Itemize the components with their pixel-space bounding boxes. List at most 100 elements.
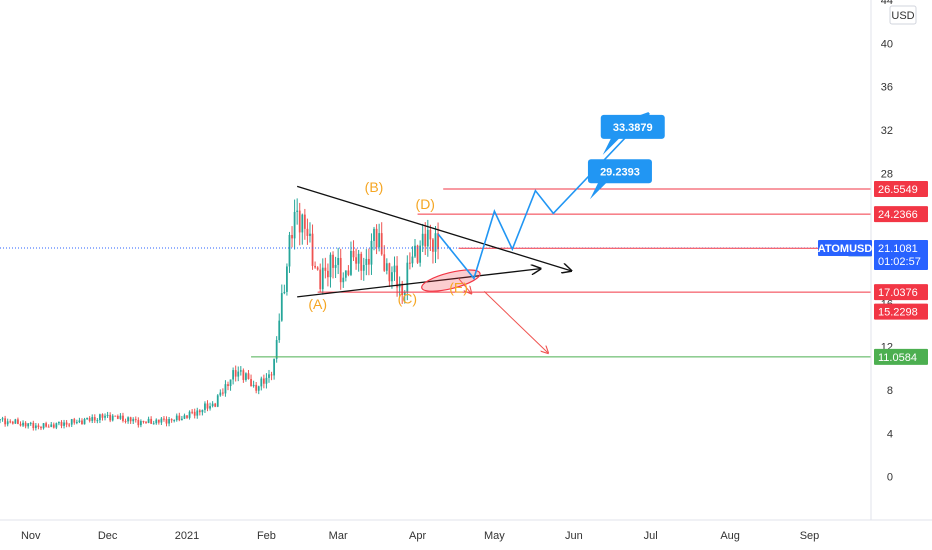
y-tick-label: 44 <box>881 0 893 7</box>
x-tick-label: Aug <box>720 530 740 542</box>
candle-body <box>24 422 27 427</box>
time-axis[interactable]: Nov Dec 2021 Feb Mar Apr May Jun Jul Aug Sep <box>21 530 819 542</box>
wave-label: (D) <box>416 196 435 212</box>
candle-body <box>58 422 60 424</box>
candle-body <box>147 418 150 423</box>
candle-body <box>127 417 129 422</box>
candle-body <box>22 422 24 426</box>
candle-body <box>99 414 101 421</box>
callout-pointer <box>602 134 623 155</box>
candle-body <box>375 228 378 248</box>
currency-badge[interactable]: USD <box>889 5 917 25</box>
candle-body <box>73 419 76 423</box>
candle-body <box>355 257 357 264</box>
x-tick-label: Apr <box>409 530 426 542</box>
candle-body <box>275 340 278 359</box>
candle-body <box>319 269 322 290</box>
candle-body <box>101 414 104 418</box>
candle-body <box>17 419 19 424</box>
candle-body <box>268 374 270 378</box>
candle-body <box>293 211 296 239</box>
x-tick-label: Feb <box>257 530 276 542</box>
candle-body <box>150 418 153 424</box>
candle-body <box>286 266 288 292</box>
candle-body <box>209 406 211 409</box>
candle-body <box>37 425 40 428</box>
candle-body <box>55 423 58 428</box>
candle-body <box>309 233 311 236</box>
candle-body <box>75 422 78 424</box>
candle-body <box>365 258 368 265</box>
candle-body <box>86 417 88 420</box>
candle-body <box>291 234 293 239</box>
candle-body <box>140 421 142 426</box>
projection-path <box>437 114 648 281</box>
candles-layer <box>0 198 439 431</box>
candle-body <box>388 263 391 282</box>
level-tag: 17.0376 <box>874 284 928 301</box>
candle-body <box>347 270 350 275</box>
last-price-value: 21.1081 <box>878 243 918 255</box>
price-tag-value: 15.2298 <box>878 307 918 319</box>
candle-body <box>183 415 186 419</box>
candle-body <box>78 420 81 423</box>
candle-body <box>234 370 237 377</box>
candle-body <box>6 421 9 425</box>
candle-body <box>232 370 235 380</box>
candle-body <box>9 421 12 423</box>
candle-body <box>50 424 53 427</box>
candle-body <box>432 239 434 252</box>
candle-body <box>104 415 106 418</box>
price-tag-box <box>874 303 928 320</box>
candle-body <box>403 292 406 296</box>
candle-body <box>306 228 309 236</box>
candle-body <box>280 293 283 321</box>
candle-body <box>283 291 286 294</box>
candle-body <box>337 257 340 265</box>
candle-body <box>180 418 183 421</box>
wave-label: (B) <box>365 179 384 195</box>
candle-body <box>257 386 260 391</box>
candle-body <box>224 384 227 394</box>
candle-body <box>188 411 191 418</box>
y-tick-label: 4 <box>887 428 893 440</box>
candle-body <box>34 425 37 429</box>
candle-body <box>157 419 160 423</box>
candle-body <box>327 270 329 278</box>
currency-label: USD <box>891 10 914 22</box>
candle-body <box>124 420 127 422</box>
x-tick-label: Jun <box>565 530 583 542</box>
candle-body <box>419 245 422 263</box>
candle-body <box>250 379 252 387</box>
candle-body <box>334 264 337 268</box>
target-callout: 33.3879 <box>600 114 665 155</box>
candle-body <box>178 415 181 421</box>
wave-label: (A) <box>308 296 327 312</box>
candle-body <box>47 426 50 428</box>
candle-body <box>155 419 158 424</box>
candle-body <box>362 264 365 271</box>
candle-body <box>239 370 242 372</box>
candle-body <box>332 254 334 268</box>
candle-body <box>216 395 219 407</box>
candle-body <box>288 234 291 267</box>
candle-body <box>221 392 224 394</box>
candle-body <box>70 419 73 425</box>
candle-body <box>163 418 165 420</box>
candle-body <box>370 240 373 265</box>
candle-body <box>152 423 155 425</box>
candle-body <box>360 253 363 271</box>
candle-body <box>122 415 124 421</box>
candle-body <box>40 427 42 429</box>
candle-body <box>134 419 137 421</box>
target-label: 33.3879 <box>613 122 653 134</box>
price-axis[interactable]: 048121620242832364044 <box>881 0 893 484</box>
candle-body <box>301 214 304 233</box>
y-tick-label: 8 <box>887 385 893 397</box>
candle-body <box>132 419 135 422</box>
candle-body <box>321 267 324 290</box>
candle-body <box>165 419 168 424</box>
candle-body <box>29 422 32 424</box>
bearish-arrow <box>483 291 548 353</box>
